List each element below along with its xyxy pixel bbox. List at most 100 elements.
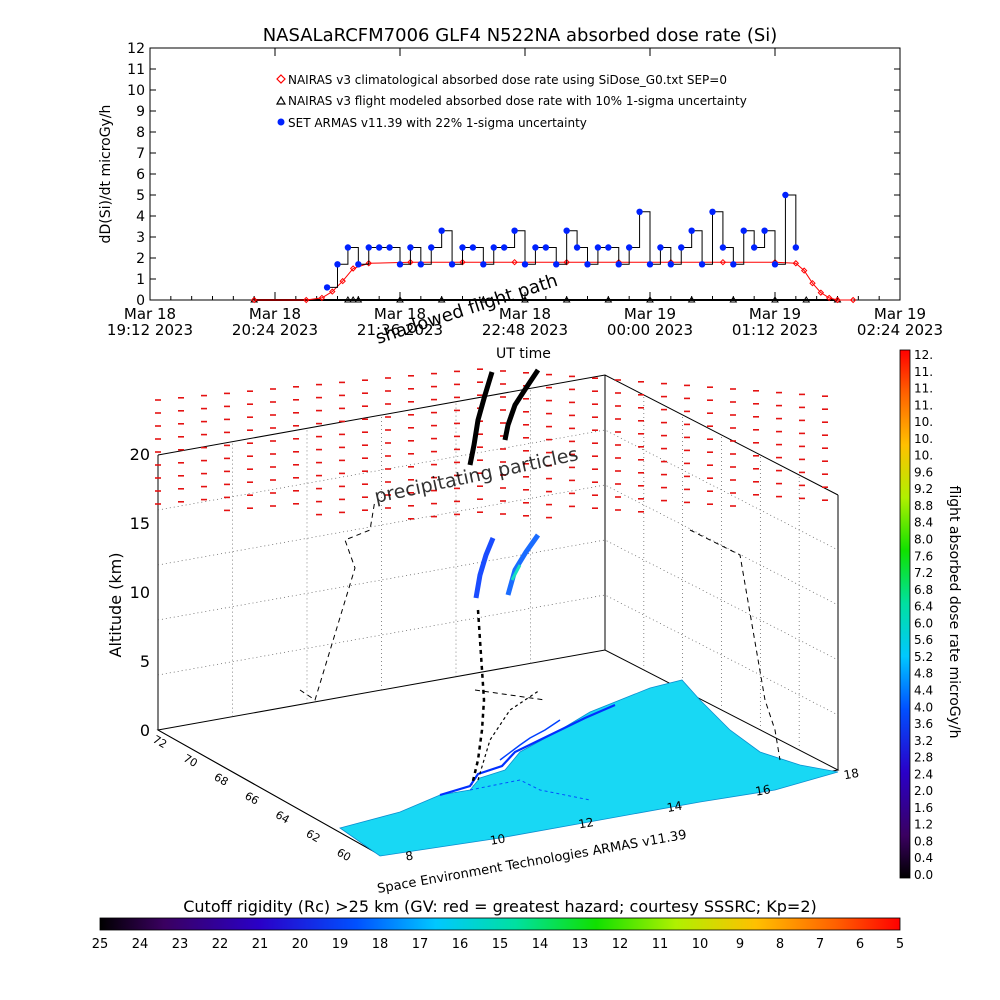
flight-track-mid-right [505,533,541,596]
colorbar-tick-label: 10 [692,937,709,952]
x-tick-label-date: Mar 18 [374,305,426,323]
colorbar-tick-label: 9.6 [914,465,933,479]
triangle-marker [396,296,404,303]
diamond-marker [303,296,310,304]
colorbar-tick-label: 5 [896,937,904,952]
colorbar-label: flight absorbed dose rate microGy/h [946,486,962,739]
latitude-tick-label: 62 [304,827,323,845]
colorbar-tick-label: 4.4 [914,683,933,697]
shadowed-flight-path [299,499,781,761]
colorbar-tick-label: 6.4 [914,600,933,614]
flight-track-upper-left [467,371,495,466]
x-tick-label-date: Mar 19 [624,305,676,323]
triangle-marker [646,296,654,303]
armas-point [521,261,529,268]
y-tick-label: 8 [136,125,145,141]
colorbar-tick-label: 20 [292,937,309,952]
longitude-tick-label: 12 [577,815,594,831]
diamond-marker [511,258,518,266]
armas-point [553,261,560,268]
armas-point [678,244,685,251]
armas-point [750,244,758,251]
colorbar-tick-label: 8 [776,937,784,952]
latitude-tick-label: 64 [273,808,292,826]
diamond-marker [318,294,326,302]
armas-point [386,244,393,251]
triangle-marker-icon [275,95,287,105]
armas-point [740,227,747,234]
longitude-tick-label: 10 [489,831,506,847]
flight-track-mid-accent [510,564,522,581]
legend-item-nairas-climatological: NAIRAS v3 climatological absorbed dose r… [276,73,727,87]
armas-point [428,244,435,251]
colorbar-tick-label: 1.6 [914,801,933,815]
armas-point [532,244,539,251]
x-tick-label-time: 21:36 2023 [357,321,443,339]
y-tick-label: 10 [127,83,145,99]
armas-point [688,227,695,234]
armas-point [365,244,372,251]
colorbar-tick-label: 25 [92,937,109,952]
latitude-axis: 72 70 68 66 64 62 60 [150,733,353,864]
x-tick-label-time: 00:00 2023 [607,321,693,339]
y-tick-label: 4 [136,209,145,225]
colorbar-tick-label: 7.2 [914,566,933,580]
coastline [499,719,561,761]
flight-track-descent [470,609,486,786]
flight-track-altitude [467,368,541,786]
colorbar-tick-label: 8.4 [914,516,933,530]
triangle-marker [354,296,363,303]
scene-box-wireframe [156,374,840,856]
armas-point [355,261,362,268]
diamond-marker [834,296,841,304]
armas-point [667,261,675,268]
x-tick-label-date: Mar 19 [749,305,801,323]
grid-line [157,429,839,551]
armas-point [646,261,654,268]
grid-line [157,594,839,716]
colorbar-tick-label: 8.0 [914,533,933,547]
chart-title: NASALaRCFM7006 GLF4 N522NA absorbed dose… [263,25,778,46]
diamond-marker [329,288,336,295]
x-tick-label-date: Mar 18 [499,305,551,323]
triangle-marker [521,296,529,303]
colorbar-tick-label: 9.2 [914,482,933,496]
colorbar-tick-label: 18 [372,937,389,952]
precipitating-particles-label: precipitating particles [372,443,580,508]
colorbar-tick-label: 11. [914,398,933,412]
armas-point [792,244,800,251]
triangle-marker [562,296,571,303]
top-plot-series [250,191,857,304]
colorbar-tick-label: 4.8 [914,667,933,681]
armas-point [396,261,404,268]
armas-point [500,244,508,251]
colorbar-tick-label: 13 [572,937,589,952]
scene-dotted-grid [157,388,839,750]
colorbar-tick-label: 10. [914,432,933,446]
armas-point [448,261,456,268]
latitude-tick-label: 70 [181,752,200,770]
diamond-marker [349,265,357,272]
armas-point [625,244,633,251]
altitude-tick-label: 0 [140,721,150,740]
longitude-tick-label: 18 [843,766,860,782]
armas-point [438,227,445,234]
triangle-marker [604,296,613,303]
armas-point [542,244,550,251]
x-tick-label-time: 19:12 2023 [107,321,193,339]
colorbar-ticks: 12. 11. 11. 11. 10. 10. 10. 9.6 9.2 8.8 8.4 8.0 7.6 7… [914,348,933,882]
colorbar-gradient [99,917,901,931]
armas-point [584,261,591,268]
colorbar-tick-label: 7.6 [914,549,933,563]
triangle-marker [802,296,811,303]
colorbar-tick-label: 0.4 [914,851,933,865]
colorbar-tick-label: 2.0 [914,784,933,798]
triangle-marker [479,296,488,303]
armas-point [719,244,727,251]
armas-point [761,227,768,234]
altitude-tick-label: 15 [130,514,150,533]
colorbar-tick-label: 11. [914,365,933,379]
armas-point [469,244,477,251]
